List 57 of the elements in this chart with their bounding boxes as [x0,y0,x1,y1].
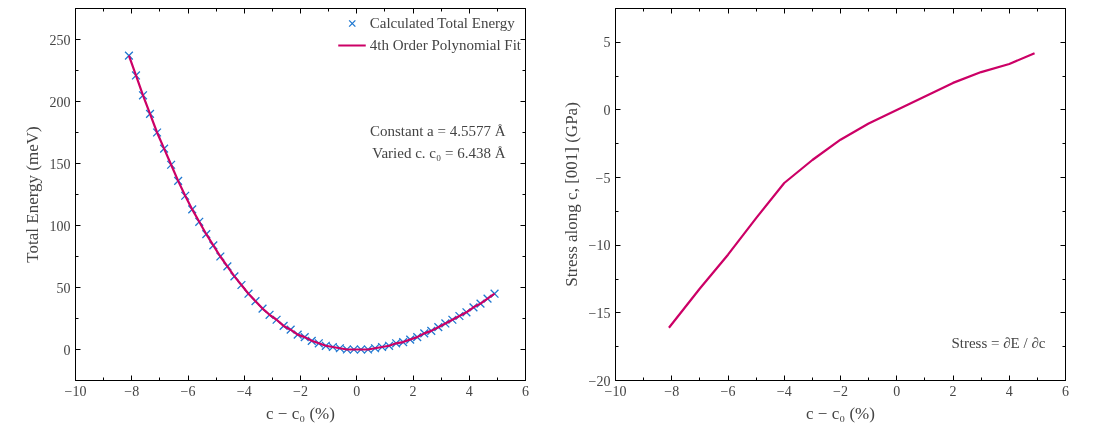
x-tick-label: −6 [720,383,736,399]
point [433,322,443,332]
x-tick-label: 2 [949,383,957,399]
y-tick-label: 50 [56,280,71,296]
point [461,307,471,317]
point [131,70,141,80]
y-axis-title: Total Energy (meV) [22,126,42,263]
point [454,311,464,321]
y-tick-label: 100 [49,218,71,234]
point [166,160,176,170]
legend-label: 4th Order Polynomial Fit [369,35,521,55]
x-tick-label: −8 [124,383,140,399]
y-tick-label: 250 [49,32,71,48]
point [447,315,457,325]
y-tick-label: 5 [603,35,611,51]
y-axis-title: Stress along c, [001] (GPa) [561,102,581,287]
y-tick-label: 150 [49,156,71,172]
x-tick-label: −2 [833,383,848,399]
y-tick-label: −10 [588,238,611,254]
x-tick-label: −2 [293,383,308,399]
x-tick-label: 0 [353,383,361,399]
y-tick-label: 0 [603,102,611,118]
x-tick-label: −8 [664,383,680,399]
y-tick-label: 200 [49,94,71,110]
point [159,144,169,154]
point [194,217,204,227]
line-series [127,54,496,351]
x-axis-title: c − c₀ (%) [266,403,335,423]
y-tick-label: −5 [595,170,611,186]
legend-label: Calculated Total Energy [369,13,515,33]
x-tick-label: 6 [1062,383,1069,399]
y-tick-label: −15 [588,305,611,321]
point [145,109,155,119]
x-tick-label: −6 [180,383,196,399]
point [201,229,211,239]
line-series [667,52,1036,329]
annotation: Varied c. c₀ = 6.438 Å [372,144,506,161]
x-tick-label: 0 [893,383,901,399]
point [173,176,183,186]
x-tick-label: 4 [465,383,473,399]
y-tick-label: −20 [588,373,611,389]
x-tick-label: 4 [1005,383,1013,399]
point [440,318,450,328]
annotation: Stress = ∂E / ∂c [951,334,1046,351]
x-tick-label: 2 [409,383,417,399]
point [180,191,190,201]
x-axis-title: c − c₀ (%) [806,403,875,423]
x-tick-label: 6 [522,383,529,399]
point [490,289,500,299]
point [138,90,148,100]
point [187,204,197,214]
x-tick-label: −4 [776,383,792,399]
annotation: Constant a = 4.5577 Å [369,122,506,139]
x-tick-label: −4 [236,383,252,399]
point [152,127,162,138]
y-tick-label: 0 [63,342,71,358]
point [124,51,134,61]
